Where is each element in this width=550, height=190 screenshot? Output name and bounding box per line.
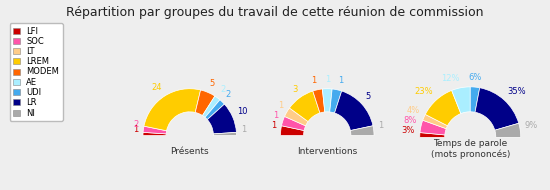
Text: 5: 5 <box>365 92 371 101</box>
Wedge shape <box>322 89 332 112</box>
Text: 1: 1 <box>241 125 246 134</box>
Wedge shape <box>202 96 220 117</box>
Text: 35%: 35% <box>508 87 526 97</box>
Wedge shape <box>144 89 201 131</box>
Text: Répartition par groupes du travail de cette réunion de commission: Répartition par groupes du travail de ce… <box>66 6 484 19</box>
Wedge shape <box>350 126 374 135</box>
Text: 24: 24 <box>152 83 162 92</box>
Text: 23%: 23% <box>415 87 433 97</box>
Title: Interventions: Interventions <box>297 147 358 156</box>
Text: 1: 1 <box>273 111 279 120</box>
Wedge shape <box>195 90 215 116</box>
Text: 10: 10 <box>237 107 248 116</box>
Wedge shape <box>329 89 342 113</box>
Text: 1: 1 <box>134 125 139 134</box>
Text: 6%: 6% <box>469 73 482 82</box>
Wedge shape <box>495 123 521 137</box>
Wedge shape <box>420 133 445 137</box>
Wedge shape <box>420 120 446 135</box>
Text: 1: 1 <box>324 75 330 84</box>
Text: 2: 2 <box>226 90 230 99</box>
Text: 1: 1 <box>278 101 283 110</box>
Wedge shape <box>423 114 448 129</box>
Wedge shape <box>284 108 308 126</box>
Wedge shape <box>334 91 373 131</box>
Wedge shape <box>313 89 325 113</box>
Text: 9%: 9% <box>525 121 538 130</box>
Wedge shape <box>213 132 236 135</box>
Wedge shape <box>143 132 166 135</box>
Title: Présents: Présents <box>170 147 209 156</box>
Wedge shape <box>205 100 224 120</box>
Text: 3%: 3% <box>402 126 415 135</box>
Wedge shape <box>475 88 519 130</box>
Text: 2: 2 <box>220 85 225 94</box>
Wedge shape <box>452 87 470 114</box>
Text: 4%: 4% <box>406 106 420 115</box>
Text: 1: 1 <box>311 76 317 86</box>
Text: 12%: 12% <box>442 74 460 83</box>
Text: 1: 1 <box>338 76 343 86</box>
Text: 3: 3 <box>292 85 297 94</box>
Wedge shape <box>289 91 320 122</box>
Text: 2: 2 <box>134 120 139 129</box>
Wedge shape <box>280 126 304 135</box>
Text: 1: 1 <box>271 121 277 130</box>
Wedge shape <box>470 87 480 112</box>
Wedge shape <box>207 104 236 134</box>
Title: Temps de parole
(mots prononcés): Temps de parole (mots prononcés) <box>431 139 510 159</box>
Text: 1: 1 <box>378 121 383 130</box>
Text: 8%: 8% <box>403 116 416 125</box>
Wedge shape <box>143 126 167 134</box>
Wedge shape <box>282 116 306 131</box>
Legend: LFI, SOC, LT, LREM, MODEM, AE, UDI, LR, NI: LFI, SOC, LT, LREM, MODEM, AE, UDI, LR, … <box>10 23 63 121</box>
Wedge shape <box>425 90 461 126</box>
Text: 5: 5 <box>210 79 215 88</box>
